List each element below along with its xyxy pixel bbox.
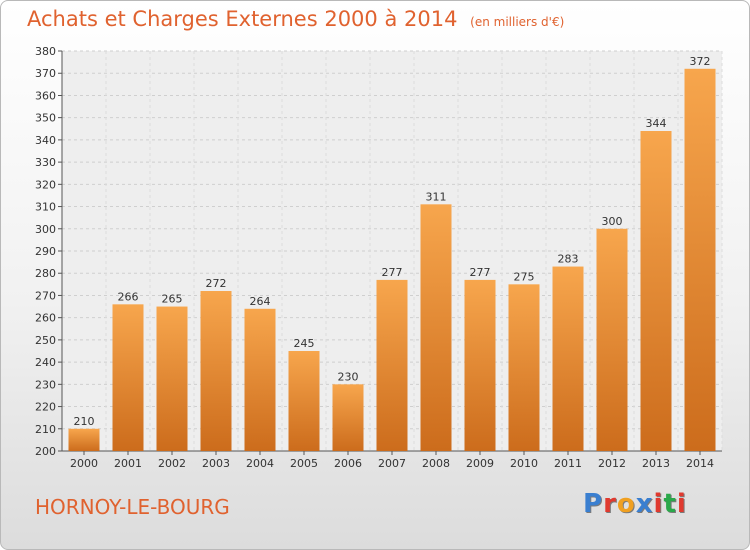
bar: [376, 279, 408, 451]
proxiti-logo: Proxiti: [583, 489, 687, 519]
x-tick-label: 2010: [510, 457, 538, 470]
y-tick-label: 360: [35, 89, 56, 102]
data-label: 266: [118, 290, 139, 303]
x-tick-label: 2005: [290, 457, 318, 470]
y-tick-label: 210: [35, 423, 56, 436]
y-tick-label: 290: [35, 245, 56, 258]
logo-letter: r: [603, 489, 617, 519]
bar: [508, 284, 540, 451]
logo-letter: P: [583, 489, 604, 519]
data-label: 264: [250, 295, 271, 308]
y-tick-label: 220: [35, 401, 56, 414]
x-tick-label: 2004: [246, 457, 274, 470]
bar: [288, 351, 320, 451]
data-label: 372: [690, 55, 711, 68]
data-label: 277: [382, 266, 403, 279]
x-tick-label: 2012: [598, 457, 626, 470]
data-label: 272: [206, 277, 227, 290]
y-tick-label: 240: [35, 356, 56, 369]
x-tick-label: 2000: [70, 457, 98, 470]
x-tick-label: 2001: [114, 457, 142, 470]
bar: [420, 204, 452, 451]
data-label: 283: [558, 253, 579, 266]
logo-letter: i: [653, 489, 664, 519]
y-tick-label: 380: [35, 45, 56, 58]
chart-unit-label: (en milliers d'€): [470, 15, 565, 29]
y-tick-label: 310: [35, 201, 56, 214]
x-tick-label: 2007: [378, 457, 406, 470]
logo-letter: i: [676, 489, 687, 519]
y-tick-label: 260: [35, 312, 56, 325]
bar: [596, 228, 628, 451]
x-tick-label: 2014: [686, 457, 714, 470]
data-label: 210: [74, 415, 95, 428]
data-label: 344: [646, 117, 667, 130]
y-tick-label: 270: [35, 289, 56, 302]
bar: [112, 304, 144, 451]
y-tick-label: 300: [35, 223, 56, 236]
y-tick-label: 330: [35, 156, 56, 169]
bar: [684, 68, 716, 452]
x-tick-label: 2013: [642, 457, 670, 470]
x-tick-label: 2009: [466, 457, 494, 470]
data-label: 311: [426, 190, 447, 203]
x-tick-label: 2006: [334, 457, 362, 470]
chart-title-text: Achats et Charges Externes 2000 à 2014: [27, 7, 458, 31]
bar: [332, 384, 364, 451]
data-label: 277: [470, 266, 491, 279]
logo-letter: t: [663, 489, 677, 519]
y-tick-label: 350: [35, 112, 56, 125]
data-label: 230: [338, 370, 359, 383]
place-name: HORNOY-LE-BOURG: [35, 495, 230, 519]
data-label: 300: [602, 215, 623, 228]
bar: [244, 308, 276, 451]
y-tick-label: 230: [35, 378, 56, 391]
chart-title: Achats et Charges Externes 2000 à 2014 (…: [27, 7, 564, 31]
bar: [464, 279, 496, 451]
y-tick-label: 320: [35, 178, 56, 191]
x-tick-label: 2011: [554, 457, 582, 470]
bar: [552, 266, 584, 451]
y-tick-label: 340: [35, 134, 56, 147]
x-tick-label: 2008: [422, 457, 450, 470]
bar: [200, 291, 232, 451]
x-tick-label: 2002: [158, 457, 186, 470]
y-tick-label: 280: [35, 267, 56, 280]
bar: [156, 306, 188, 451]
data-label: 245: [294, 337, 315, 350]
y-tick-label: 370: [35, 67, 56, 80]
bar: [640, 131, 672, 451]
y-tick-label: 250: [35, 334, 56, 347]
data-label: 275: [514, 270, 535, 283]
logo-letter: o: [616, 489, 636, 519]
bar: [68, 428, 100, 451]
data-label: 265: [162, 293, 183, 306]
y-tick-label: 200: [35, 445, 56, 458]
x-tick-label: 2003: [202, 457, 230, 470]
logo-letter: x: [635, 489, 654, 519]
